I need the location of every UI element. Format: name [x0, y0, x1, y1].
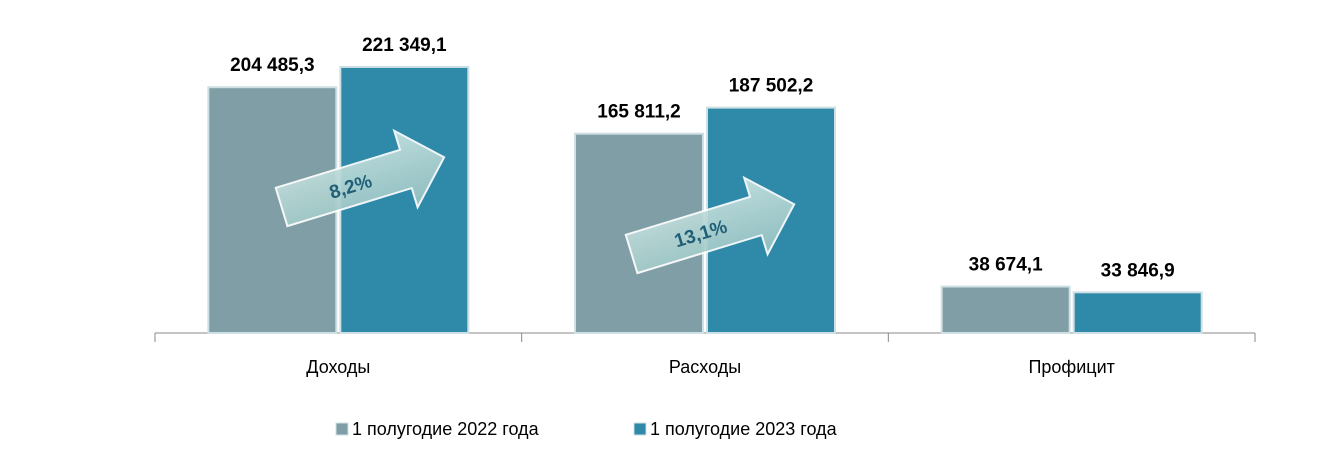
value-label: 204 485,3	[230, 55, 315, 76]
arrow: 13,1%	[624, 175, 796, 275]
bar	[1072, 291, 1203, 335]
arrow: 8,2%	[274, 128, 446, 228]
value-label: 38 674,1	[969, 255, 1043, 276]
x-tick-label: Профицит	[1028, 357, 1114, 377]
arrow-shape	[624, 175, 796, 275]
value-label: 165 811,2	[597, 102, 680, 123]
value-label: 187 502,2	[729, 76, 814, 97]
legend-label: 1 полугодие 2023 года	[650, 419, 838, 439]
x-tick-label: Доходы	[306, 357, 370, 377]
x-tick-label: Расходы	[669, 357, 741, 377]
bar	[940, 285, 1071, 334]
legend-swatch	[335, 422, 349, 436]
value-label: 33 846,9	[1101, 260, 1175, 281]
legend-swatch	[633, 422, 647, 436]
value-label: 221 349,1	[362, 35, 447, 56]
arrow-shape	[274, 128, 446, 228]
legend-label: 1 полугодие 2022 года	[352, 419, 540, 439]
